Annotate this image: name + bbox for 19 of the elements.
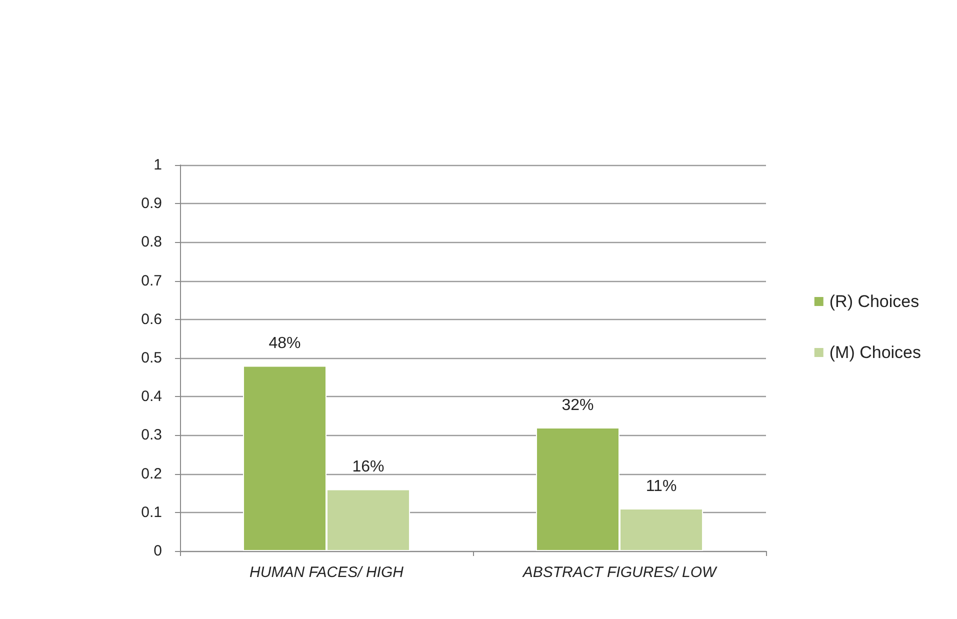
- y-tick-label: 0.3: [141, 426, 162, 444]
- y-tick-label: 0.8: [141, 234, 162, 251]
- y-tick-label: 0.1: [141, 504, 162, 521]
- y-tick-label: 0.2: [141, 465, 162, 482]
- y-tick-label: 0.4: [141, 388, 162, 406]
- y-tick-label: 0.6: [141, 310, 162, 328]
- x-tick-label: ABSTRACT FIGURES/ LOW: [522, 564, 718, 581]
- y-tick-label: 0.7: [141, 272, 162, 290]
- x-tick-label: HUMAN FACES/ HIGH: [250, 564, 404, 581]
- y-tick-label: 1: [154, 156, 162, 174]
- y-tick-label: 0: [154, 542, 162, 560]
- data-label: 48%: [268, 335, 301, 352]
- legend-label: (M) Choices: [829, 343, 921, 362]
- data-label: 11%: [646, 478, 677, 496]
- data-label: 32%: [562, 396, 594, 414]
- data-label: 16%: [352, 458, 384, 476]
- y-tick-label: 0.5: [141, 350, 162, 366]
- legend-label: (R) Choices: [829, 292, 920, 311]
- y-tick-label: 0.9: [141, 195, 162, 212]
